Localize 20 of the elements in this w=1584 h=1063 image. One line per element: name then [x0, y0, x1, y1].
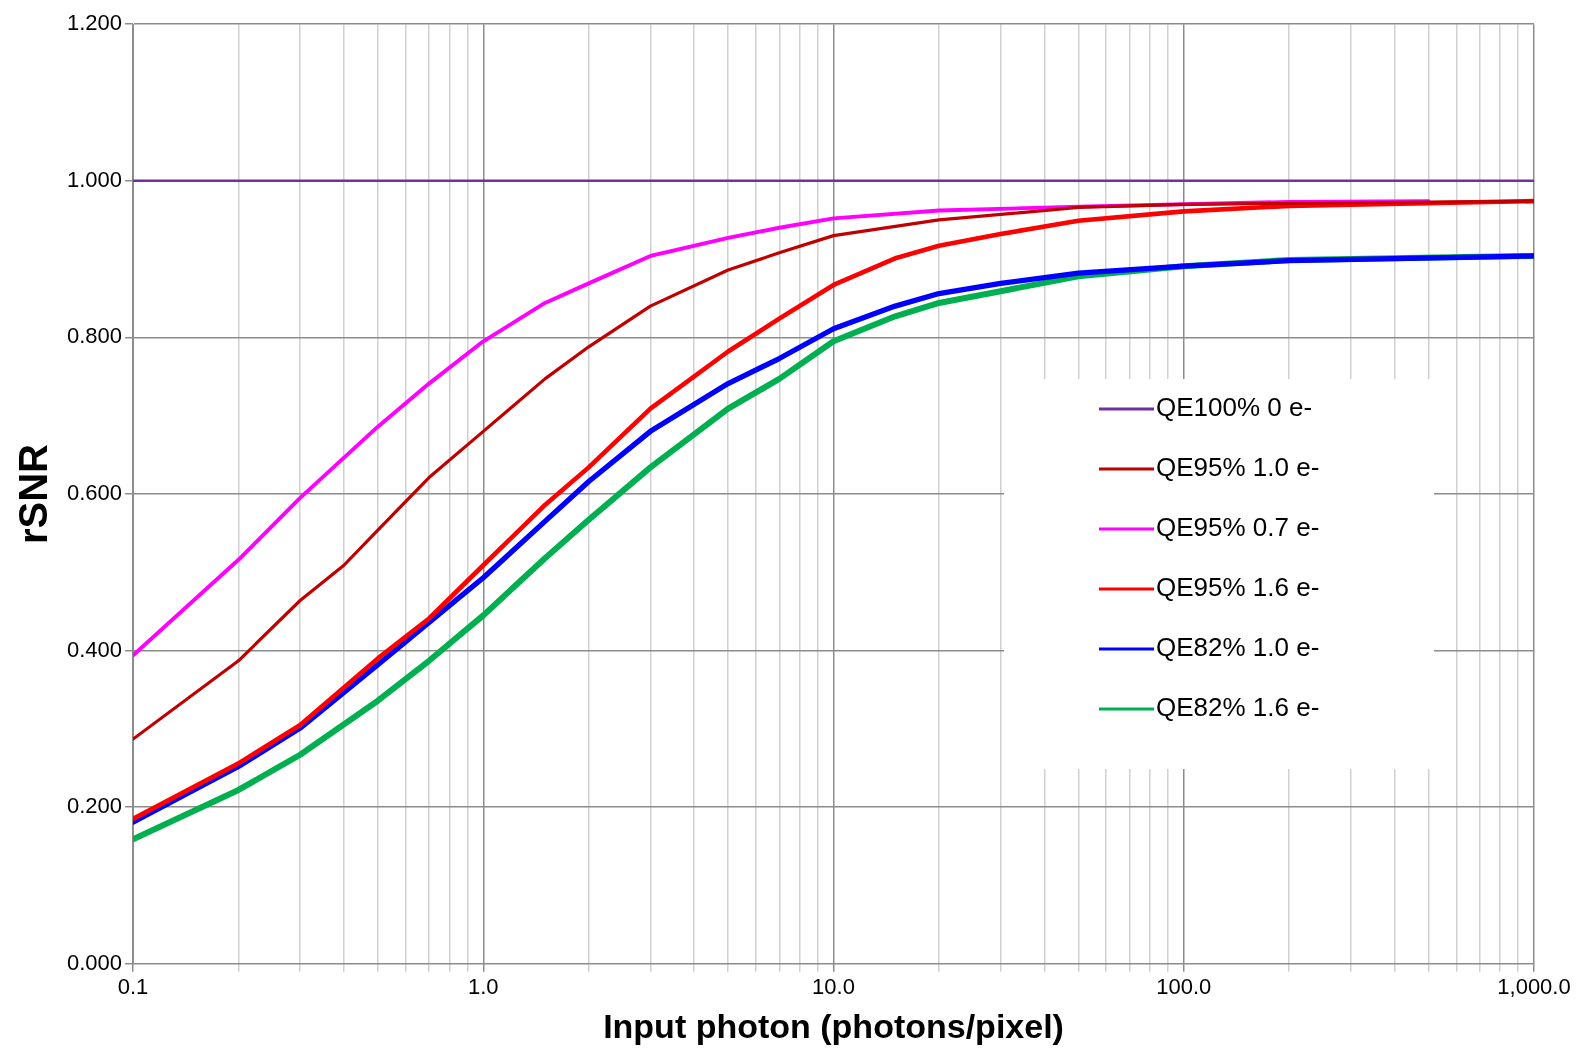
y-tick-label: 0.600 [66, 480, 123, 506]
x-tick-label: 10.0 [812, 974, 855, 1000]
y-tick-label: 1.000 [66, 166, 123, 192]
legend-label: QE82% 1.0 e- [1156, 632, 1320, 663]
y-tick-label: 0.800 [66, 323, 123, 349]
y-tick-label: 0.200 [66, 793, 123, 819]
x-tick-label: 1.0 [467, 974, 499, 1000]
legend-label: QE82% 1.6 e- [1156, 692, 1320, 723]
y-tick-label: 0.400 [66, 636, 123, 662]
x-tick-label: 0.1 [117, 974, 149, 1000]
legend-label: QE95% 1.6 e- [1156, 572, 1320, 603]
y-tick-label: 1.200 [66, 10, 123, 36]
legend-label: QE95% 0.7 e- [1156, 512, 1320, 543]
x-tick-label: 100.0 [1156, 974, 1212, 1000]
y-tick-label: 0.000 [66, 949, 123, 975]
x-axis-title: Input photon (photons/pixel) [603, 1006, 1064, 1045]
y-axis-title: rSNR [11, 443, 56, 545]
x-tick-label: 1,000.0 [1497, 974, 1571, 1000]
legend-label: QE95% 1.0 e- [1156, 452, 1320, 483]
legend-label: QE100% 0 e- [1156, 392, 1313, 423]
